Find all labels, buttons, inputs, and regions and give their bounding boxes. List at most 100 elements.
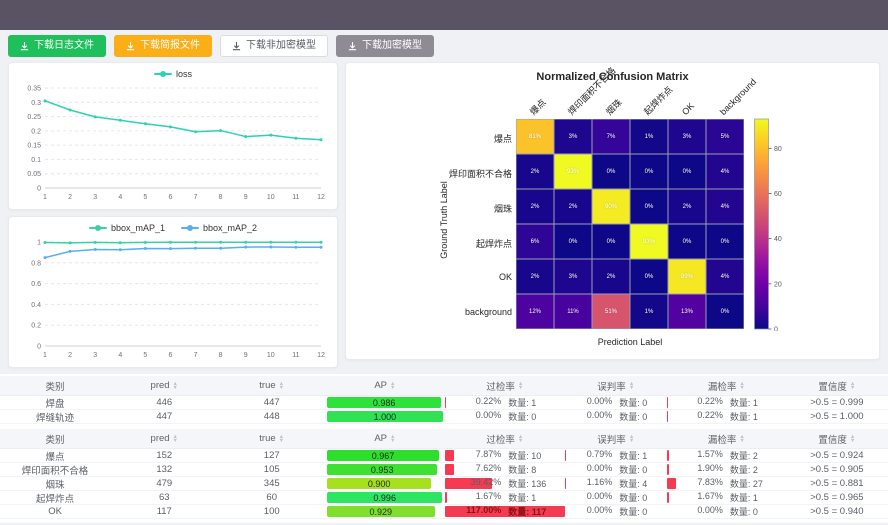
sort-caret-icon[interactable]: ▲▼ — [739, 435, 744, 443]
cell-pred: 152 — [110, 449, 218, 462]
col-header-label: true — [259, 433, 275, 444]
col-header-label: true — [259, 380, 275, 391]
svg-text:10: 10 — [267, 352, 275, 359]
matrix-cell: 1% — [630, 294, 668, 329]
col-header-confidence[interactable]: 置信度▲▼ — [786, 376, 888, 396]
cell-pred: 447 — [110, 410, 218, 423]
matrix-column-label: 爆点 — [528, 97, 548, 117]
sort-caret-icon[interactable]: ▲▼ — [850, 435, 855, 443]
sort-caret-icon[interactable]: ▲▼ — [390, 435, 395, 443]
col-header-label: 置信度 — [818, 379, 847, 393]
ap-bar: 0.929 — [327, 506, 435, 517]
download-log-button[interactable]: 下载日志文件 — [8, 35, 106, 57]
svg-text:0: 0 — [37, 344, 41, 351]
svg-text:60: 60 — [774, 191, 782, 198]
rate-count: 数量: 27 — [730, 477, 786, 490]
rate-count: 数量: 2 — [730, 463, 786, 476]
sort-caret-icon[interactable]: ▲▼ — [850, 382, 855, 390]
sort-caret-icon[interactable]: ▲▼ — [279, 435, 284, 443]
matrix-cell: 2% — [516, 259, 554, 294]
download-icon — [232, 42, 241, 51]
col-header-pred[interactable]: pred▲▼ — [110, 376, 218, 396]
download-encrypted-model-button[interactable]: 下载加密模型 — [336, 35, 434, 57]
legend-item-bbox_mAP_2[interactable]: bbox_mAP_2 — [181, 223, 257, 233]
matrix-cell: 2% — [554, 189, 592, 224]
matrix-cell: 0% — [630, 259, 668, 294]
rate-count: 数量: 1 — [730, 410, 786, 423]
col-header-misjudge-rate[interactable]: 误判率▲▼ — [565, 429, 667, 449]
svg-text:3: 3 — [93, 194, 97, 201]
rate-count: 数量: 1 — [619, 449, 667, 462]
cell-misjudge-rate: 0.00%数量: 0 — [565, 410, 667, 423]
svg-text:7: 7 — [194, 352, 198, 359]
sort-caret-icon[interactable]: ▲▼ — [173, 382, 178, 390]
cell-over-rate: 39.42%数量: 136 — [445, 477, 565, 490]
svg-text:0.6: 0.6 — [31, 281, 41, 288]
svg-text:0.25: 0.25 — [27, 114, 41, 121]
loss-chart-legend: loss — [15, 66, 331, 82]
cell-over-rate: 0.00%数量: 0 — [445, 410, 565, 423]
matrix-column-label: 烟珠 — [604, 97, 624, 117]
col-header-label: 类别 — [46, 432, 65, 446]
matrix-row-label: background — [352, 307, 512, 317]
cell-pred: 63 — [110, 491, 218, 504]
rate-count: 数量: 1 — [730, 491, 786, 504]
rate-percent: 7.83% — [667, 477, 730, 490]
legend-item-bbox_mAP_1[interactable]: bbox_mAP_1 — [89, 223, 165, 233]
col-header-over-rate[interactable]: 过检率▲▼ — [445, 429, 565, 449]
download-unencrypted-model-label: 下载非加密模型 — [246, 41, 316, 51]
col-header-misjudge-rate[interactable]: 误判率▲▼ — [565, 376, 667, 396]
col-header-over-rate[interactable]: 过检率▲▼ — [445, 376, 565, 396]
matrix-cell: 7% — [592, 119, 630, 154]
matrix-cell: 93% — [554, 154, 592, 189]
col-header-miss-rate[interactable]: 漏检率▲▼ — [667, 376, 786, 396]
col-header-confidence[interactable]: 置信度▲▼ — [786, 429, 888, 449]
sort-caret-icon[interactable]: ▲▼ — [173, 435, 178, 443]
cell-true: 60 — [218, 491, 325, 504]
rate-percent: 0.00% — [667, 505, 730, 518]
col-header-miss-rate[interactable]: 漏检率▲▼ — [667, 429, 786, 449]
rate-percent: 0.00% — [445, 410, 508, 423]
matrix-cell: 3% — [554, 259, 592, 294]
col-header-ap[interactable]: AP▲▼ — [325, 429, 445, 449]
rate-percent: 1.67% — [445, 491, 508, 504]
matrix-cell: 0% — [630, 154, 668, 189]
svg-text:4: 4 — [118, 352, 122, 359]
sort-caret-icon[interactable]: ▲▼ — [518, 435, 523, 443]
sort-caret-icon[interactable]: ▲▼ — [390, 382, 395, 390]
ap-bar: 0.900 — [327, 478, 431, 489]
cell-name: 起焊炸点 — [0, 491, 110, 504]
rate-count: 数量: 1 — [730, 396, 786, 409]
matrix-row-label: 烟珠 — [352, 202, 512, 215]
col-header-true[interactable]: true ▲▼ — [218, 376, 325, 396]
ap-bar: 1.000 — [327, 411, 443, 422]
col-header-ap[interactable]: AP▲▼ — [325, 376, 445, 396]
ap-bar: 0.967 — [327, 450, 439, 461]
rate-percent: 0.00% — [565, 463, 620, 476]
download-report-button[interactable]: 下载简报文件 — [114, 35, 212, 57]
legend-item-loss[interactable]: loss — [154, 69, 192, 79]
svg-text:20: 20 — [774, 281, 782, 288]
matrix-cell: 6% — [516, 224, 554, 259]
svg-text:0: 0 — [37, 186, 41, 193]
download-unencrypted-model-button[interactable]: 下载非加密模型 — [220, 35, 328, 57]
col-header-label: 过检率 — [486, 379, 515, 393]
col-header-pred[interactable]: pred▲▼ — [110, 429, 218, 449]
cell-over-rate: 7.87%数量: 10 — [445, 449, 565, 462]
svg-text:0.1: 0.1 — [31, 157, 41, 164]
cell-pred: 132 — [110, 463, 218, 476]
sort-caret-icon[interactable]: ▲▼ — [629, 435, 634, 443]
sort-caret-icon[interactable]: ▲▼ — [629, 382, 634, 390]
legend-label: loss — [176, 69, 192, 79]
rate-count: 数量: 0 — [619, 505, 667, 518]
sort-caret-icon[interactable]: ▲▼ — [518, 382, 523, 390]
sort-caret-icon[interactable]: ▲▼ — [279, 382, 284, 390]
col-header-true[interactable]: true ▲▼ — [218, 429, 325, 449]
sort-caret-icon[interactable]: ▲▼ — [739, 382, 744, 390]
svg-text:0.4: 0.4 — [31, 302, 41, 309]
rate-percent: 1.90% — [667, 463, 730, 476]
